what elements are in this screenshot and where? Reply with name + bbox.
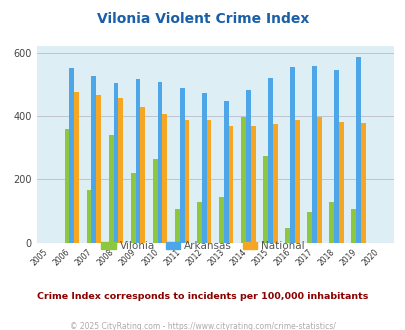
Bar bbox=[223, 101, 228, 243]
Bar bbox=[328, 202, 333, 243]
Bar bbox=[152, 159, 157, 243]
Bar bbox=[175, 209, 179, 243]
Bar bbox=[307, 213, 311, 243]
Text: Vilonia Violent Crime Index: Vilonia Violent Crime Index bbox=[96, 12, 309, 25]
Bar bbox=[272, 124, 277, 243]
Bar bbox=[64, 129, 69, 243]
Bar bbox=[206, 120, 211, 243]
Bar bbox=[196, 202, 201, 243]
Bar bbox=[179, 88, 184, 243]
Bar bbox=[109, 135, 113, 243]
Bar bbox=[338, 122, 343, 243]
Bar bbox=[118, 97, 123, 243]
Bar bbox=[262, 156, 267, 243]
Bar bbox=[157, 82, 162, 243]
Bar bbox=[316, 117, 321, 243]
Bar bbox=[86, 190, 91, 243]
Bar bbox=[284, 228, 289, 243]
Bar bbox=[140, 107, 145, 243]
Bar bbox=[294, 120, 299, 243]
Bar bbox=[130, 173, 135, 243]
Bar bbox=[184, 120, 189, 243]
Bar bbox=[228, 126, 233, 243]
Bar bbox=[135, 79, 140, 243]
Bar bbox=[289, 67, 294, 243]
Bar bbox=[241, 117, 245, 243]
Bar bbox=[250, 126, 255, 243]
Bar bbox=[91, 76, 96, 243]
Text: © 2025 CityRating.com - https://www.cityrating.com/crime-statistics/: © 2025 CityRating.com - https://www.city… bbox=[70, 322, 335, 330]
Bar bbox=[162, 114, 167, 243]
Text: Crime Index corresponds to incidents per 100,000 inhabitants: Crime Index corresponds to incidents per… bbox=[37, 292, 368, 301]
Bar bbox=[350, 209, 355, 243]
Bar bbox=[69, 68, 74, 243]
Bar bbox=[218, 197, 223, 243]
Bar bbox=[311, 66, 316, 243]
Bar bbox=[333, 70, 338, 243]
Bar bbox=[74, 92, 79, 243]
Legend: Vilonia, Arkansas, National: Vilonia, Arkansas, National bbox=[97, 237, 308, 255]
Bar bbox=[201, 93, 206, 243]
Bar bbox=[113, 82, 118, 243]
Bar bbox=[245, 89, 250, 243]
Bar bbox=[355, 57, 360, 243]
Bar bbox=[96, 95, 101, 243]
Bar bbox=[360, 122, 365, 243]
Bar bbox=[267, 78, 272, 243]
